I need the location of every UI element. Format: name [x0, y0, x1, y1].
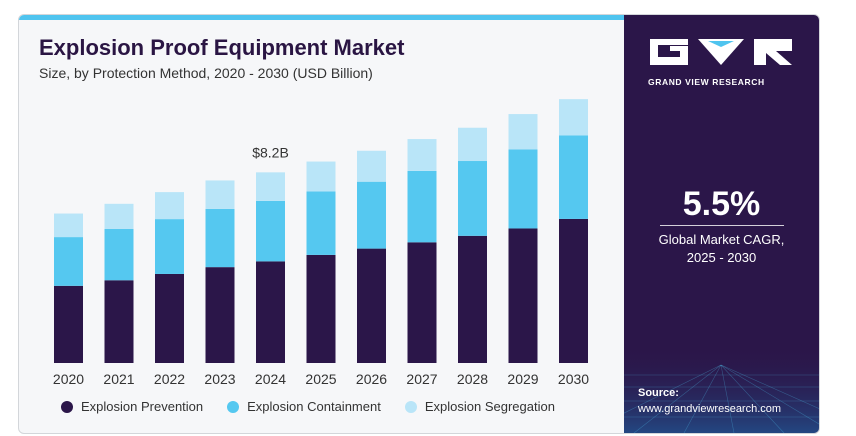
x-tick-label-2030: 2030 — [558, 371, 589, 387]
chart-legend: Explosion Prevention Explosion Containme… — [61, 399, 579, 414]
bar-2025-explosion-segregation — [306, 161, 336, 192]
bar-2024-explosion-segregation — [256, 172, 285, 201]
bar-2027-explosion-containment — [407, 170, 437, 243]
side-panel: GRAND VIEW RESEARCH 5.5% Global Market C… — [624, 15, 819, 433]
legend-label-containment: Explosion Containment — [247, 399, 381, 414]
bar-2028-explosion-segregation — [458, 127, 487, 162]
bar-2029-explosion-containment — [508, 149, 538, 229]
bar-2024-explosion-containment — [256, 200, 285, 262]
cagr-label-line2: 2025 - 2030 — [686, 250, 757, 265]
bar-2021-explosion-segregation — [104, 203, 134, 229]
cagr-divider — [660, 225, 784, 226]
brand-name: GRAND VIEW RESEARCH — [648, 77, 765, 87]
bar-2023-explosion-prevention — [205, 267, 235, 363]
decorative-grid-pattern — [624, 345, 819, 433]
legend-swatch-prevention — [61, 400, 73, 413]
bar-2027-explosion-prevention — [407, 242, 437, 363]
legend-item-segregation: Explosion Segregation — [404, 399, 555, 414]
bar-2025-explosion-prevention — [306, 254, 336, 363]
bar-2023-explosion-segregation — [205, 180, 235, 209]
chart-card: 2020 2021 2022 2023 2024 $8.2B 2025 2026 2027 202… — [18, 14, 820, 434]
chart-subtitle: Size, by Protection Method, 2020 - 2030 … — [39, 65, 373, 81]
legend-label-prevention: Explosion Prevention — [81, 399, 204, 414]
bar-2027-explosion-segregation — [407, 139, 437, 171]
x-tick-label-2020: 2020 — [53, 371, 84, 387]
bar-2028-explosion-containment — [458, 161, 487, 236]
bar-2020-explosion-prevention — [54, 285, 83, 363]
bar-2030-explosion-prevention — [559, 218, 588, 363]
bar-2022-explosion-prevention — [155, 273, 184, 363]
source-url: www.grandviewresearch.com — [638, 403, 782, 415]
bar-2030-explosion-segregation — [559, 99, 588, 136]
x-tick-label-2026: 2026 — [356, 371, 387, 387]
bar-2028-explosion-prevention — [458, 235, 487, 363]
cagr-label: Global Market CAGR, 2025 - 2030 — [634, 231, 809, 267]
source-label: Source: — [638, 387, 679, 399]
bar-2026-explosion-containment — [357, 181, 386, 249]
legend-swatch-segregation — [404, 400, 417, 413]
legend-swatch-containment — [227, 400, 240, 413]
chart-title: Explosion Proof Equipment Market — [39, 35, 405, 60]
x-tick-label-2025: 2025 — [305, 371, 336, 387]
bar-2029-explosion-segregation — [508, 114, 538, 150]
x-tick-label-2023: 2023 — [204, 371, 235, 387]
bar-2022-explosion-containment — [155, 219, 184, 274]
bar-2021-explosion-containment — [104, 228, 134, 281]
x-tick-label-2028: 2028 — [457, 371, 488, 387]
bar-2021-explosion-prevention — [104, 280, 134, 363]
x-tick-label-2029: 2029 — [507, 371, 538, 387]
bar-2024-explosion-prevention — [256, 261, 285, 363]
legend-item-containment: Explosion Containment — [227, 399, 381, 414]
bar-2026-explosion-segregation — [357, 150, 386, 182]
bar-2025-explosion-containment — [306, 191, 336, 255]
bar-2029-explosion-prevention — [508, 228, 538, 363]
bar-2023-explosion-containment — [205, 208, 235, 268]
bar-2026-explosion-prevention — [357, 248, 386, 363]
cagr-value: 5.5% — [682, 185, 761, 223]
x-tick-label-2021: 2021 — [103, 371, 134, 387]
legend-item-prevention: Explosion Prevention — [61, 399, 203, 414]
x-tick-label-2024: 2024 — [255, 371, 286, 387]
bar-2020-explosion-segregation — [54, 213, 83, 238]
bar-2020-explosion-containment — [54, 237, 83, 286]
bar-2030-explosion-containment — [559, 135, 588, 219]
accent-bar — [19, 15, 624, 20]
data-label-2024: $8.2B — [252, 144, 289, 160]
bar-chart: 2020 2021 2022 2023 2024 $8.2B 2025 2026 2027 202… — [53, 99, 589, 387]
x-tick-label-2027: 2027 — [406, 371, 437, 387]
grand-view-research-logo — [650, 39, 792, 65]
legend-label-segregation: Explosion Segregation — [424, 399, 555, 414]
bar-2022-explosion-segregation — [155, 192, 184, 220]
cagr-label-line1: Global Market CAGR, — [658, 232, 785, 247]
x-tick-label-2022: 2022 — [154, 371, 185, 387]
